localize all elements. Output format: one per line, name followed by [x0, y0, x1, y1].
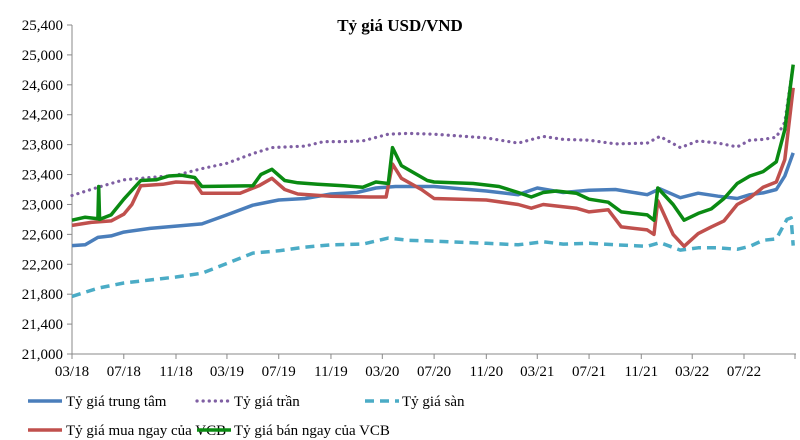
axes: 21,000 21,400 21,800 22,200 22,600 23,000 23,4… — [22, 18, 796, 380]
legend-label: Tỷ giá trần — [234, 394, 300, 410]
chart-title: Tỷ giá USD/VND — [337, 16, 463, 35]
x-tick-label: 07/19 — [262, 364, 296, 380]
series-line-1 — [71, 152, 795, 248]
legend-item: Tỷ giá bán ngay của VCB — [197, 423, 390, 439]
legend: Tỷ giá trung tâm Tỷ giá trần Tỷ giá sàn Tỷ … — [28, 394, 465, 439]
legend-label: Tỷ giá sàn — [402, 394, 465, 410]
y-tick-label: 22,200 — [22, 257, 63, 273]
y-tick-label: 21,000 — [22, 347, 63, 363]
x-tick-label: 07/22 — [727, 364, 761, 380]
y-tick-label: 23,000 — [22, 197, 63, 213]
x-tick-label: 03/18 — [55, 364, 89, 380]
x-tick-label: 11/18 — [159, 364, 193, 380]
x-tick-label: 03/20 — [365, 364, 399, 380]
y-tick-label: 25,000 — [22, 48, 63, 64]
series-line-3 — [71, 216, 795, 299]
legend-item: Tỷ giá sàn — [365, 394, 465, 410]
legend-label: Tỷ giá trung tâm — [66, 394, 167, 410]
y-tick-label: 23,400 — [22, 168, 63, 184]
series-line-2 — [70, 62, 795, 198]
y-tick-label: 24,600 — [22, 78, 63, 94]
legend-item: Tỷ giá trung tâm — [28, 394, 167, 410]
series-line-4 — [71, 87, 795, 249]
x-tick-label: 11/20 — [470, 364, 504, 380]
y-tick-label: 22,600 — [22, 227, 63, 243]
x-tick-label: 03/22 — [675, 364, 709, 380]
y-tick-label: 24,200 — [22, 108, 63, 124]
x-tick-label: 11/21 — [624, 364, 658, 380]
x-tick-label: 11/19 — [314, 364, 348, 380]
y-tick-label: 21,400 — [22, 317, 63, 333]
x-tick-label: 07/18 — [107, 364, 141, 380]
legend-item: Tỷ giá trần — [195, 394, 300, 410]
x-tick-label: 07/20 — [417, 364, 451, 380]
legend-label: Tỷ giá mua ngay của VCB — [66, 423, 226, 439]
y-tick-label: 23,800 — [22, 138, 63, 154]
legend-item: Tỷ giá mua ngay của VCB — [28, 423, 226, 439]
y-tick-label: 25,400 — [22, 18, 63, 34]
y-tick-label: 21,800 — [22, 287, 63, 303]
series-lines — [70, 62, 795, 299]
series-line-5 — [71, 64, 795, 222]
x-tick-label: 07/21 — [572, 364, 606, 380]
x-tick-label: 03/21 — [520, 364, 554, 380]
legend-label: Tỷ giá bán ngay của VCB — [234, 423, 390, 439]
x-tick-label: 03/19 — [210, 364, 244, 380]
